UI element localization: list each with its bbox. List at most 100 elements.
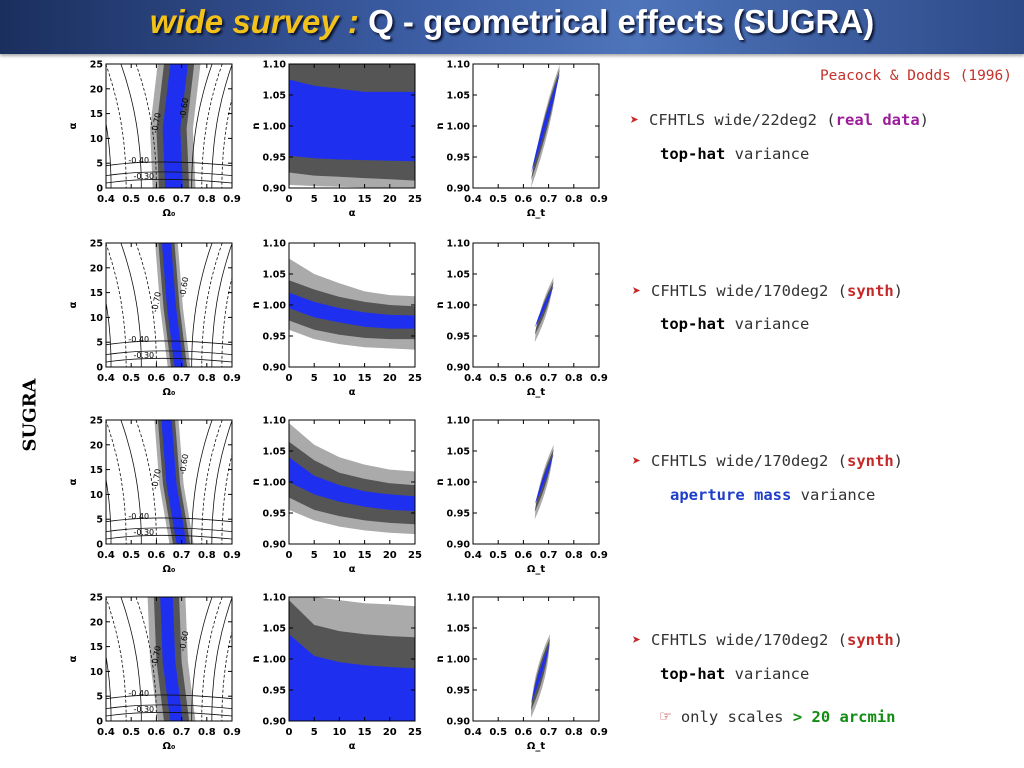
theory-contour-line: [106, 64, 127, 188]
y-axis-label: α: [68, 655, 79, 662]
y-tick-label: 1.10: [447, 593, 471, 604]
chart-panel-r1-omega-alpha: -0.70 -0.60 -0.40 -0.30 0.4 0.5 0.6 0.7 0.8 0.9 0 5…: [68, 60, 241, 220]
x-tick-label: 20: [383, 727, 397, 738]
x-tick-label: 0.7: [540, 727, 558, 738]
y-tick-label: 1.10: [263, 239, 287, 250]
y-axis-label: n: [251, 122, 262, 129]
x-tick-label: 20: [383, 550, 397, 561]
note-1-variance: variance: [725, 145, 810, 163]
contour-label: -0.30: [133, 528, 154, 537]
x-tick-label: 0.7: [173, 727, 191, 738]
y-tick-label: 10: [90, 667, 104, 678]
confidence-region-w1: [530, 643, 550, 704]
x-tick-label: 0: [286, 550, 293, 561]
theory-contour-line: [106, 357, 232, 363]
y-axis-label: α: [68, 301, 79, 308]
y-tick-label: 0.90: [263, 540, 287, 551]
x-tick-label: 0.9: [223, 550, 241, 561]
y-tick-label: 25: [90, 593, 103, 604]
x-tick-label: 5: [311, 373, 318, 384]
x-axis-label: α: [349, 208, 356, 219]
theory-contour-line: [106, 178, 232, 184]
x-tick-label: 0.6: [515, 194, 533, 205]
x-tick-label: 5: [311, 194, 318, 205]
y-tick-label: 0.90: [263, 363, 287, 374]
theory-contour-line: [106, 517, 232, 523]
theory-contour-line: [106, 711, 232, 717]
note-4-line1: ➤ CFHTLS wide/170deg2 (synth): [632, 631, 903, 649]
x-tick-label: 0.8: [565, 550, 583, 561]
theory-contour-line: [106, 527, 232, 532]
plot-frame: [105, 242, 233, 368]
y-tick-label: 15: [90, 465, 103, 476]
note-4-scale-cut: > 20 arcmin: [792, 708, 896, 726]
y-axis-label: n: [435, 122, 446, 129]
chart-panel-r4-omega-n: 0.4 0.5 0.6 0.7 0.8 0.9 0.90 0.95 1.00 1.05 1.10 Ω_…: [435, 593, 608, 753]
y-tick-label: 0.90: [263, 184, 287, 195]
bullet-arrow-icon: ➤: [630, 111, 640, 129]
plot-background: [473, 420, 599, 544]
note-2-variance: variance: [725, 315, 810, 333]
x-tick-label: 0.5: [489, 727, 507, 738]
bullet-arrow-icon: ➤: [632, 282, 642, 300]
note-3-line2: aperture mass variance: [670, 486, 875, 504]
note-3-prefix: CFHTLS wide/170deg2 (: [651, 452, 847, 470]
x-tick-label: 0.6: [515, 373, 533, 384]
x-tick-label: 0.8: [198, 550, 216, 561]
x-tick-label: 0.9: [590, 727, 608, 738]
plot-frame: [105, 63, 233, 189]
bullet-arrow-icon: ➤: [632, 631, 642, 649]
bullet-arrow-icon: ➤: [632, 452, 642, 470]
y-tick-label: 10: [90, 490, 104, 501]
x-tick-label: 5: [311, 727, 318, 738]
note-1-highlight: real data: [835, 111, 920, 129]
x-tick-label: 0.9: [590, 550, 608, 561]
note-4-suffix: ): [893, 631, 904, 649]
x-axis-label: Ω_t: [527, 564, 546, 575]
theory-contour-line: [106, 420, 127, 544]
theory-contour-line: [191, 64, 213, 188]
note-3-line1: ➤ CFHTLS wide/170deg2 (synth): [632, 452, 903, 470]
chart-panel-r2-omega-n: 0.4 0.5 0.6 0.7 0.8 0.9 0.90 0.95 1.00 1.05 1.10 Ω_…: [435, 239, 608, 399]
y-tick-label: 1.10: [263, 416, 287, 427]
y-tick-label: 0.90: [447, 540, 471, 551]
note-1-prefix: CFHTLS wide/22deg2 (: [649, 111, 836, 129]
y-tick-label: 1.05: [263, 91, 286, 102]
contour-label: -0.40: [128, 512, 149, 521]
x-tick-label: 0.4: [464, 550, 482, 561]
x-tick-label: 5: [311, 550, 318, 561]
x-tick-label: 10: [332, 727, 346, 738]
note-3-highlight: synth: [847, 452, 894, 470]
plot-area: [289, 420, 415, 544]
y-tick-label: 15: [90, 109, 103, 120]
x-tick-label: 20: [383, 373, 397, 384]
x-axis-label: Ω₀: [163, 387, 176, 398]
contour-label: -0.40: [128, 335, 149, 344]
y-tick-label: 1.05: [263, 270, 286, 281]
y-axis-label: n: [435, 478, 446, 485]
plot-area: -0.70 -0.60 -0.40 -0.30: [106, 420, 232, 544]
note-2-line2: top-hat variance: [660, 315, 809, 333]
x-tick-label: 20: [383, 194, 397, 205]
y-axis-label: α: [68, 122, 79, 129]
x-axis-label: Ω₀: [163, 564, 176, 575]
x-axis-label: Ω_t: [527, 741, 546, 752]
slide-title: wide survey : Q - geometrical effects (S…: [0, 3, 1024, 41]
contour-label: -0.30: [133, 705, 154, 714]
x-axis-label: Ω₀: [163, 741, 176, 752]
confidence-region-w1: [534, 453, 554, 505]
plot-area: [473, 420, 599, 544]
x-tick-label: 0.8: [198, 373, 216, 384]
theory-contour-line: [201, 64, 223, 188]
x-axis-label: Ω_t: [527, 387, 546, 398]
theory-contour-line: [120, 243, 142, 367]
plot-frame: [105, 419, 233, 545]
confidence-region-sigma1: [289, 79, 415, 162]
x-tick-label: 0.5: [122, 550, 140, 561]
contour-label: -0.70: [150, 645, 162, 667]
x-tick-label: 15: [358, 194, 372, 205]
note-1-line1: ➤ CFHTLS wide/22deg2 (real data): [630, 111, 929, 129]
x-tick-label: 10: [332, 373, 346, 384]
theory-contour-line: [201, 420, 223, 544]
y-tick-label: 0.90: [263, 717, 287, 728]
